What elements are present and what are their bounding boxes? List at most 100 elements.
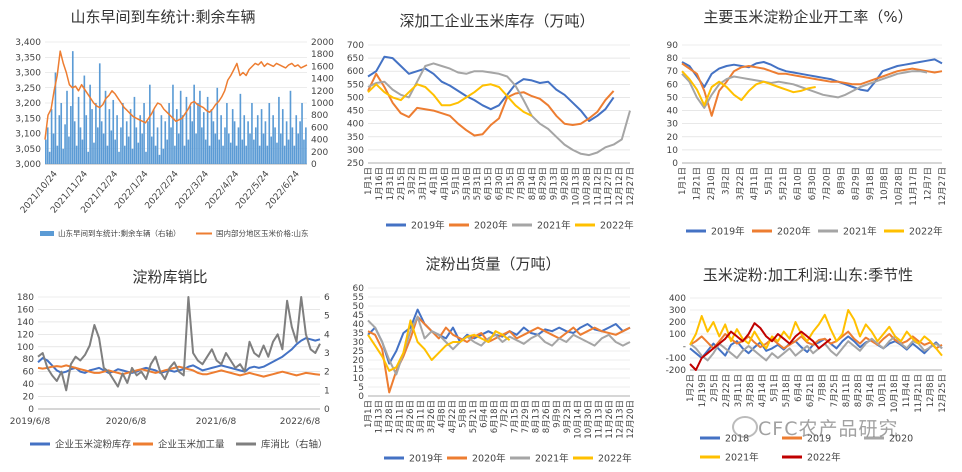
chart2-xtick: 10月28日 (582, 167, 592, 206)
chart1-bar (93, 142, 95, 164)
chart1-bar (201, 127, 203, 164)
chart1-bar (164, 121, 167, 164)
chart3-y-tick: 20 (667, 133, 679, 143)
chart3-y-tick: 40 (667, 107, 679, 117)
chart1-bar (45, 139, 47, 164)
chart1-bar (58, 115, 61, 164)
chart5-xtick: 10月30日 (584, 400, 594, 439)
chart2-xtick: 2月15日 (397, 167, 407, 200)
chart1-legend-label: 国内部分地区玉米价格:山东 (216, 228, 309, 238)
chart1-bar (231, 109, 234, 164)
chart1-bar (112, 99, 115, 164)
chart1-bar (122, 103, 124, 164)
chart3-xtick: 5月1日 (765, 167, 775, 195)
chart6-xtick: 7月25日 (830, 374, 840, 407)
chart1-right-tick: 0 (311, 160, 317, 170)
chart1-bar (150, 136, 153, 164)
chart3-legend-label: 2021年 (843, 226, 877, 238)
chart3-y-tick: 10 (667, 146, 679, 156)
chart1-title: 山东早间到车统计:剩余车辆 (70, 8, 255, 26)
chart1-bar (202, 112, 205, 164)
chart1-bar (139, 115, 142, 164)
chart6-xtick: 10月1日 (878, 374, 888, 407)
chart1-bar (87, 151, 90, 164)
chart6-y-tick: 400 (669, 294, 686, 304)
chart1-left-tick: 3,350 (15, 53, 41, 63)
chart5-y-tick: 55 (353, 293, 364, 303)
chart1-bar (64, 124, 66, 164)
chart6-y-tick: -200 (666, 366, 687, 376)
chart4-xtick: 2022/6/8 (280, 417, 321, 427)
chart1-bar (106, 145, 109, 164)
chart2-xtick: 5月31日 (473, 167, 483, 200)
chart5-xtick: 9月9日 (553, 400, 563, 428)
chart5-xtick: 12月20日 (626, 400, 636, 439)
chart1-bar (154, 145, 157, 164)
chart6-title: 玉米淀粉:加工利润:山东:季节性 (703, 266, 913, 284)
chart5-xtick: 3月26日 (427, 400, 437, 433)
chart1-panel: 山东早间到车统计:剩余车辆 3,000 3,050 3,100 3,150 3,200 3,… (15, 8, 334, 238)
chart3-series-2 (681, 70, 928, 109)
chart6-xtick: 8月28日 (854, 374, 864, 407)
chart4-right-tick: 4 (324, 330, 330, 340)
chart1-bar (48, 151, 51, 164)
chart1-bar (183, 145, 186, 164)
chart6-xtick: 1月19日 (698, 374, 708, 407)
chart1-bar (170, 127, 172, 164)
chart1-bar (102, 133, 105, 164)
chart1-bar (123, 145, 126, 164)
chart1-bar (199, 90, 201, 164)
chart3-xtick: 5月21日 (779, 167, 789, 200)
chart5-y-tick: 30 (353, 338, 365, 348)
chart3-y-tick: 60 (667, 80, 679, 90)
chart1-bar (162, 148, 165, 164)
chart3-xtick: 6月10日 (794, 167, 804, 200)
chart1-bar (274, 127, 276, 164)
chart1-bar (305, 127, 307, 164)
chart4-right-tick: 5 (324, 312, 330, 322)
chart1-bar (226, 103, 228, 164)
chart1-bar (52, 133, 55, 164)
chart4-legend-label: 库消比（右轴） (261, 439, 328, 451)
chart1-bar (108, 109, 111, 164)
chart1-bar (81, 139, 84, 164)
chart5-xtick: 1月1日 (364, 400, 374, 428)
chart1-bar (168, 103, 170, 164)
chart1-bar (158, 154, 161, 164)
chart1-right-tick: 1800 (311, 50, 334, 60)
chart1-bar (235, 145, 238, 164)
chart3-xtick: 9月18日 (866, 167, 876, 200)
chart2-panel: 深加工企业玉米库存（万吨） 250 300 350 400 450 500 550 600 650… (347, 12, 636, 232)
chart1-bar (100, 121, 103, 164)
chart6-y-tick: 100 (669, 330, 686, 340)
chart1-bar (149, 84, 151, 164)
chart1-bar (137, 142, 140, 164)
chart2-xtick: 9月13日 (550, 167, 560, 200)
chart1-bar (89, 84, 91, 164)
chart6-xtick: 4月14日 (758, 374, 768, 407)
chart1-bar (256, 115, 259, 164)
chart1-bar (254, 127, 257, 164)
chart2-xtick: 5月16日 (462, 167, 472, 200)
chart5-xtick: 5月21日 (469, 400, 479, 433)
chart6-legend-label: 2022年 (807, 452, 841, 464)
chart6-legend-label: 2020 (889, 434, 913, 445)
chart1-bar (251, 103, 253, 164)
chart2-y-tick: 450 (347, 107, 364, 117)
chart1-bar (147, 121, 149, 164)
chart6-xtick: 1月2日 (686, 374, 696, 402)
chart3-xtick: 6月30日 (808, 167, 818, 200)
chart1-bar (62, 148, 64, 164)
chart3-legend-label: 2022年 (909, 226, 943, 238)
chart1-bar (174, 145, 176, 164)
chart2-legend-label: 2020年 (474, 220, 508, 232)
chart1-bar (177, 133, 180, 164)
chart4-left-tick: 20 (23, 393, 35, 403)
chart2-xtick: 10月13日 (571, 167, 581, 206)
chart5-y-tick: 40 (353, 320, 365, 330)
chart2-y-tick: 500 (347, 93, 364, 103)
chart5-y-tick: 0 (358, 392, 364, 402)
chart1-bar (228, 133, 230, 164)
chart5-xtick: 7月15日 (511, 400, 521, 433)
chart4-left-tick: 0 (28, 405, 34, 415)
